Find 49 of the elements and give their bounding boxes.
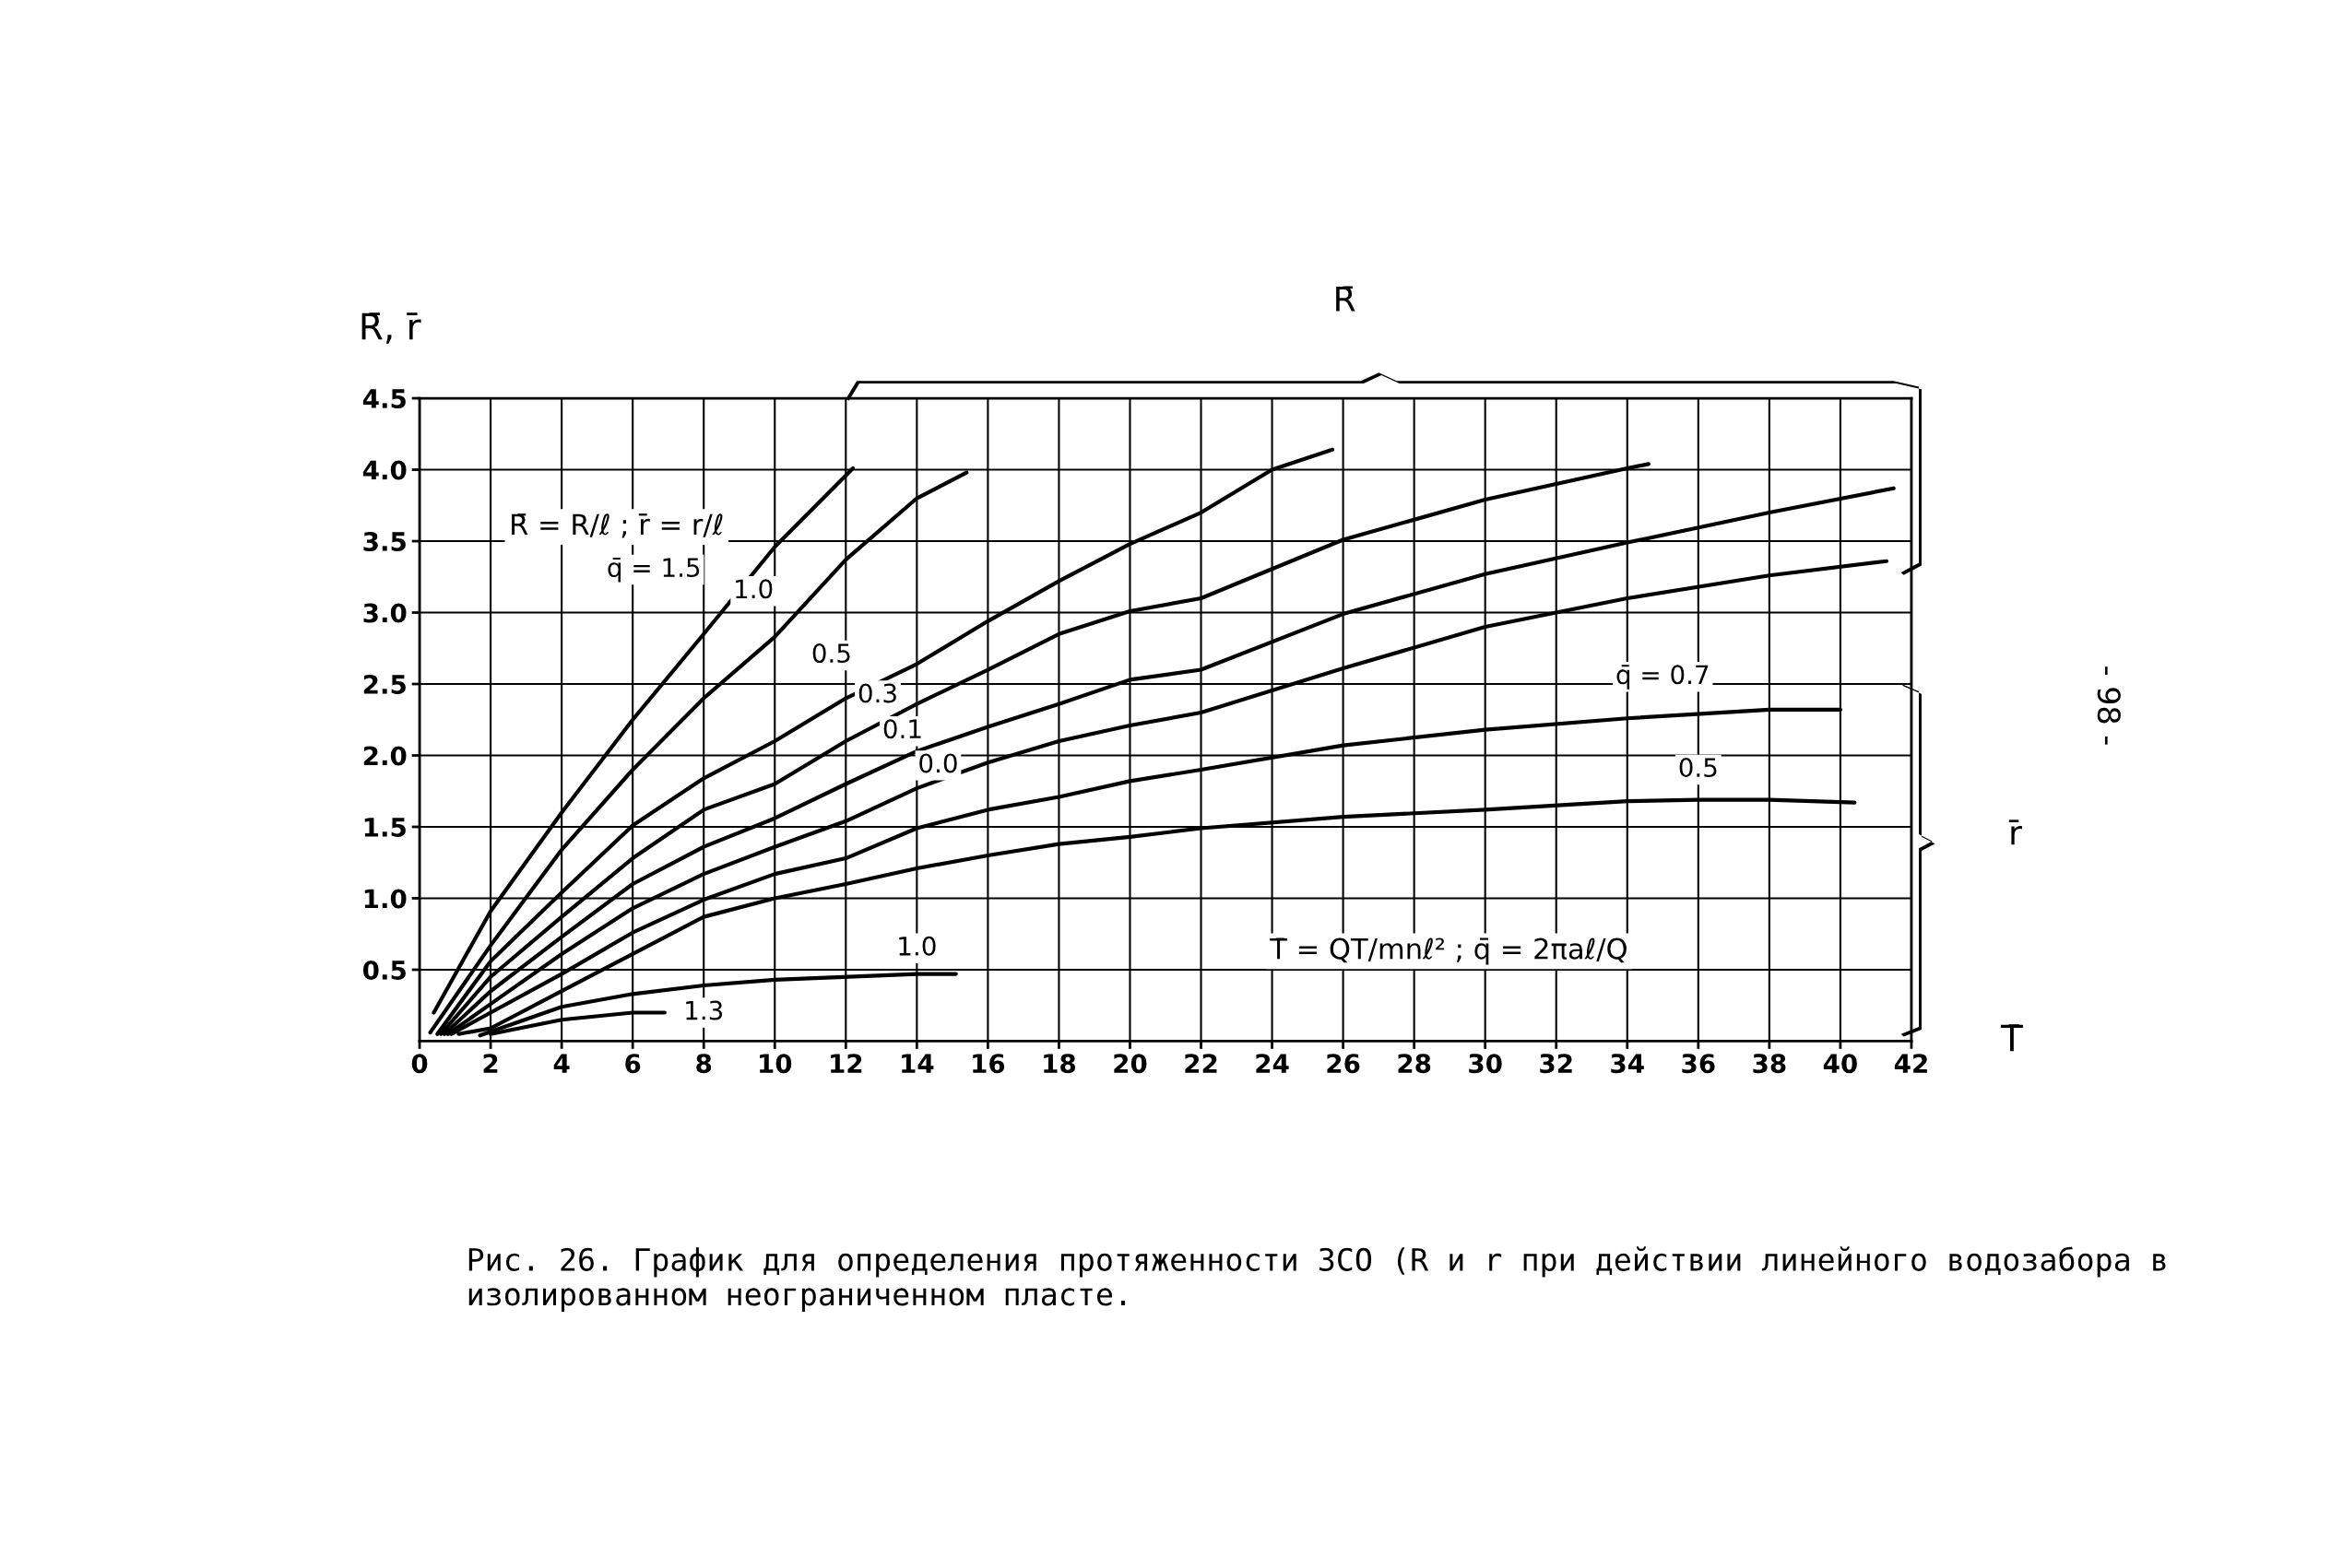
annotation: q̄ = 0.7 bbox=[1616, 665, 1709, 690]
text: r̄ bbox=[2008, 819, 2022, 845]
y-tick-label: 3.0 bbox=[363, 603, 407, 623]
annotation: 0.5 bbox=[1679, 758, 1717, 778]
annotation: 0.0 bbox=[919, 753, 957, 773]
x-axis-title: T̄ bbox=[2000, 1024, 2023, 1052]
annotation: 0.3 bbox=[858, 683, 896, 703]
x-tick-label: 0 bbox=[411, 1054, 428, 1074]
y-tick-label: 2.0 bbox=[363, 746, 407, 766]
y-tick-label: 4.0 bbox=[362, 460, 407, 480]
x-tick-label: 10 bbox=[760, 1054, 792, 1074]
annotation: 0.5 bbox=[812, 643, 850, 664]
annotation: 1.0 bbox=[899, 936, 936, 956]
x-tick-label: 28 bbox=[1398, 1054, 1431, 1074]
x-tick-label: 4 bbox=[553, 1054, 570, 1073]
x-tick-label: 12 bbox=[831, 1054, 862, 1073]
x-tick-label: 20 bbox=[1114, 1054, 1147, 1074]
x-tick-label: 42 bbox=[1894, 1054, 1927, 1073]
y-tick-label: 2.5 bbox=[363, 674, 406, 694]
x-tick-label: 6 bbox=[625, 1054, 641, 1074]
annotation: 1.0 bbox=[736, 579, 773, 599]
y-tick-label: 3.5 bbox=[363, 531, 406, 551]
y-axis-title: R̄, r̄ bbox=[361, 312, 421, 344]
text: - 98 - bbox=[2097, 666, 2121, 745]
x-tick-label: 14 bbox=[902, 1054, 934, 1073]
x-tick-label: 16 bbox=[973, 1054, 1005, 1074]
x-tick-label: 2 bbox=[483, 1054, 498, 1073]
annotation: 1.3 bbox=[686, 1000, 723, 1020]
x-tick-label: 34 bbox=[1611, 1054, 1644, 1074]
y-tick-label: 1.0 bbox=[364, 889, 407, 909]
x-tick-label: 8 bbox=[696, 1054, 712, 1074]
text: R̄ bbox=[1336, 286, 1355, 312]
annotation: q̄ = 1.5 bbox=[608, 558, 700, 583]
x-tick-label: 26 bbox=[1327, 1054, 1360, 1074]
x-tick-label: 38 bbox=[1753, 1054, 1786, 1074]
x-tick-label: 36 bbox=[1682, 1054, 1715, 1074]
x-tick-label: 32 bbox=[1540, 1054, 1572, 1074]
x-tick-label: 24 bbox=[1256, 1054, 1289, 1073]
annotation: R̄ = R/ℓ ; r̄ = r/ℓ bbox=[512, 513, 723, 538]
x-tick-label: 30 bbox=[1469, 1054, 1502, 1074]
y-tick-label: 1.5 bbox=[364, 818, 406, 837]
x-tick-label: 40 bbox=[1823, 1054, 1857, 1074]
annotation: T̄ = QT/mnℓ² ; q̄ = 2πaℓ/Q bbox=[1270, 937, 1627, 965]
annotation: 0.1 bbox=[883, 719, 921, 739]
x-tick-label: 18 bbox=[1044, 1054, 1076, 1074]
y-tick-label: 4.5 bbox=[362, 389, 406, 408]
y-tick-label: 0.5 bbox=[362, 960, 406, 980]
x-tick-label: 22 bbox=[1185, 1054, 1217, 1073]
text: Рис. 26. График для определения протяженности ЗСО (R и r при действии линейного водозабора в изолированном неограниченном пласте. bbox=[468, 1246, 2166, 1312]
